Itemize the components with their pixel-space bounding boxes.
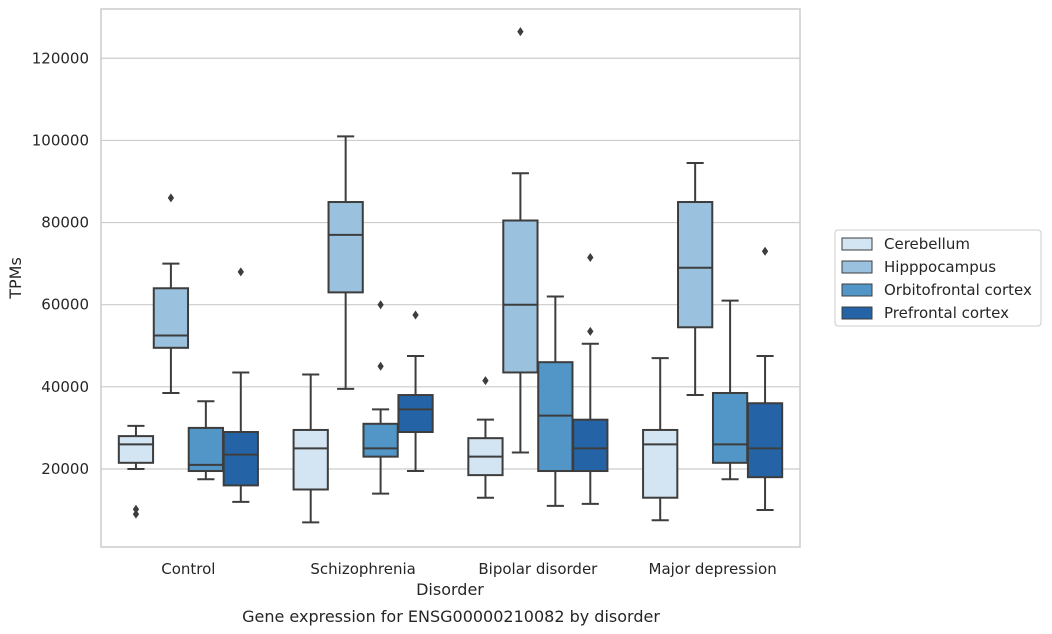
box-iqr [746,402,784,479]
y-tick-label: 80000 [41,214,89,232]
box-iqr [152,287,190,349]
outlier-point [761,246,769,256]
legend-swatch-cerebellum [841,237,873,251]
x-tick-labels: Control Schizophrenia Bipolar disorder Majo… [161,560,776,578]
legend-swatch-orbitofrontal-cortex [841,283,873,297]
x-axis-label: Disorder [416,580,484,599]
box-hipppocampus-major-depression [677,162,714,397]
legend-label-orbitofrontal-cortex: Orbitofrontal cortex [884,281,1032,299]
x-tick-label-bipolar-disorder: Bipolar disorder [478,560,598,578]
outlier-point [587,326,594,336]
chart-caption: Gene expression for ENSG00000210082 by d… [242,607,660,626]
legend-frame [834,229,1042,327]
box-iqr [222,431,259,487]
box-hipppocampus-bipolar-disorder [502,27,539,454]
y-axis-label: TPMs [6,257,25,300]
box-iqr [537,361,574,473]
box-iqr [711,391,749,464]
box-iqr [642,428,679,499]
legend-swatch-hipppocampus [841,260,873,274]
legend-swatch-prefrontal-cortex [841,306,873,320]
box-iqr [572,418,609,473]
box-iqr [117,435,155,464]
box-orbitofrontal-cortex-schizophrenia [362,300,399,495]
box-prefrontal-cortex-schizophrenia [397,310,434,473]
box-series [117,27,784,524]
box-prefrontal-cortex-control [222,267,259,503]
legend: Cerebellum Hipppocampus Orbitofrontal cort… [834,229,1042,327]
outlier-point [587,252,594,262]
box-prefrontal-cortex-major-depression [746,246,784,512]
box-iqr [327,201,364,294]
box-prefrontal-cortex-bipolar-disorder [572,252,609,505]
box-iqr [397,394,434,434]
plot-area-frame [100,8,801,548]
outlier-point [482,376,489,386]
box-orbitofrontal-cortex-major-depression [711,299,749,481]
box-cerebellum-bipolar-disorder [467,376,504,499]
x-tick-label-major-depression: Major depression [649,560,777,578]
legend-label-cerebellum: Cerebellum [884,235,970,253]
box-cerebellum-schizophrenia [292,373,329,524]
box-hipppocampus-schizophrenia [327,135,364,390]
outlier-point [132,509,140,519]
box-cerebellum-control [117,424,155,519]
outlier-point [412,310,419,320]
x-tick-label-schizophrenia: Schizophrenia [310,560,415,578]
y-tick-labels: 20000 40000 60000 80000 100000 120000 [32,49,89,478]
grid-lines [101,57,800,470]
outlier-point [167,193,175,203]
box-iqr [292,428,329,491]
outlier-point [132,504,140,514]
box-iqr [362,422,399,458]
y-tick-label: 100000 [32,131,89,149]
outlier-point [377,361,384,371]
box-orbitofrontal-cortex-control [187,400,224,481]
box-hipppocampus-control [152,193,190,394]
legend-label-prefrontal-cortex: Prefrontal cortex [884,304,1009,322]
box-orbitofrontal-cortex-bipolar-disorder [537,295,574,507]
x-tick-label-control: Control [161,560,215,578]
outlier-point [377,300,384,310]
y-tick-label: 120000 [32,49,89,67]
outlier-point [237,267,244,277]
box-iqr [677,201,714,329]
y-tick-label: 60000 [41,296,89,314]
legend-label-hipppocampus: Hipppocampus [884,258,996,276]
box-iqr [502,219,539,374]
box-cerebellum-major-depression [642,357,679,522]
y-tick-label: 40000 [41,378,89,396]
outlier-point [517,27,524,37]
y-tick-label: 20000 [41,460,89,478]
